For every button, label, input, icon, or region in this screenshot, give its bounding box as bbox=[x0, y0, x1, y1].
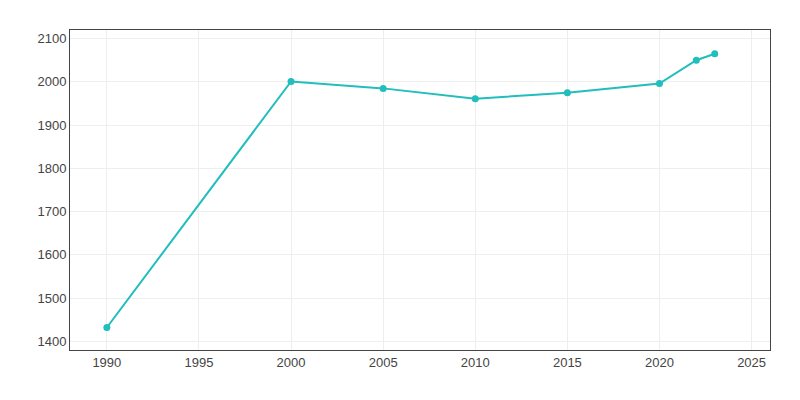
svg-text:2010: 2010 bbox=[461, 355, 490, 370]
svg-text:2025: 2025 bbox=[737, 355, 766, 370]
svg-text:1800: 1800 bbox=[37, 161, 66, 176]
svg-text:2005: 2005 bbox=[369, 355, 398, 370]
svg-text:2020: 2020 bbox=[645, 355, 674, 370]
svg-text:1700: 1700 bbox=[37, 204, 66, 219]
svg-text:1600: 1600 bbox=[37, 247, 66, 262]
svg-text:2015: 2015 bbox=[553, 355, 582, 370]
svg-text:1900: 1900 bbox=[37, 118, 66, 133]
svg-text:2100: 2100 bbox=[37, 31, 66, 46]
svg-text:1400: 1400 bbox=[37, 334, 66, 349]
svg-text:1500: 1500 bbox=[37, 291, 66, 306]
svg-text:2000: 2000 bbox=[37, 74, 66, 89]
svg-text:2000: 2000 bbox=[277, 355, 306, 370]
svg-text:1990: 1990 bbox=[92, 355, 121, 370]
svg-text:1995: 1995 bbox=[184, 355, 213, 370]
